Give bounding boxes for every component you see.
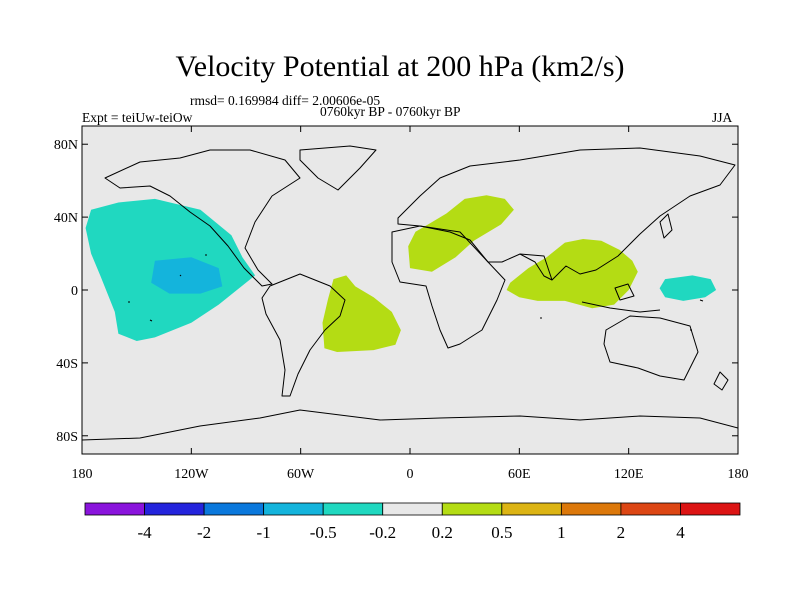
y-tick-label: 80N — [54, 138, 78, 153]
colorbar-box — [144, 502, 205, 516]
coast-islands — [128, 254, 704, 331]
anomaly-region-indian-ocean-asia — [506, 239, 638, 309]
coastlines — [82, 145, 738, 441]
colorbar-box — [322, 502, 384, 516]
colorbar-label: -0.5 — [310, 523, 337, 542]
season-label: JJA — [712, 110, 733, 125]
plot-title: Velocity Potential at 200 hPa (km2/s) — [175, 50, 625, 83]
colorbar-box — [501, 502, 562, 516]
coast-greenland — [299, 145, 377, 191]
coast-indonesia — [581, 301, 661, 313]
anomaly-region-western-pacific — [659, 275, 717, 301]
colorbar-label: 4 — [676, 523, 685, 542]
coast-india — [519, 253, 553, 281]
coast-japan — [659, 213, 673, 239]
x-tick-label: 120E — [614, 467, 644, 482]
period-label: 0760kyr BP - 0760kyr BP — [320, 104, 461, 119]
axis-ticks — [81, 126, 739, 454]
colorbar-label: 1 — [557, 523, 566, 542]
coast-borneo — [614, 283, 635, 301]
stats-text: rmsd= 0.169984 diff= 2.00606e-05 — [190, 93, 381, 108]
anomaly-region-eastern-pacific-core — [151, 257, 223, 294]
colorbar-box — [203, 502, 265, 516]
y-tick-label: 40S — [56, 357, 78, 372]
y-tick-label: 80S — [56, 430, 78, 445]
colorbar-box — [84, 502, 145, 516]
x-tick-label: 120W — [174, 467, 209, 482]
experiment-label: Expt = teiUw-teiOw — [82, 110, 193, 125]
coast-africa — [391, 225, 506, 349]
colorbar-label: -1 — [257, 523, 271, 542]
y-tick-label: 0 — [71, 284, 78, 299]
x-tick-label: 60W — [287, 467, 315, 482]
x-tick-label: 60E — [508, 467, 531, 482]
anomaly-regions — [85, 195, 717, 352]
colorbar-box — [560, 502, 622, 516]
colorbar-box — [620, 502, 681, 516]
coast-new-zealand — [713, 371, 729, 391]
colorbar-label: -0.2 — [369, 523, 396, 542]
colorbar-box — [680, 502, 741, 516]
coast-north-america — [104, 149, 301, 287]
colorbar: -4 -2 -1 -0.5 -0.2 0.2 0.5 1 2 4 — [84, 502, 741, 542]
x-tick-label: 180 — [728, 467, 749, 482]
colorbar-label: 0.2 — [432, 523, 453, 542]
colorbar-box — [382, 502, 443, 516]
coast-eurasia — [397, 147, 736, 281]
x-tick-label: 180 — [72, 467, 93, 482]
colorbar-box — [441, 502, 503, 516]
colorbar-label: 0.5 — [491, 523, 512, 542]
anomaly-region-south-atlantic — [322, 275, 401, 352]
colorbar-box — [263, 502, 324, 516]
colorbar-label: 2 — [617, 523, 626, 542]
colorbar-label: -2 — [197, 523, 211, 542]
colorbar-label: -4 — [137, 523, 152, 542]
axis-tick-labels: 180 120W 60W 0 60E 120E 180 80N 40N 0 40S 80S — [54, 138, 749, 482]
x-tick-label: 0 — [407, 467, 414, 482]
coast-antarctica — [82, 409, 738, 441]
coast-australia — [603, 315, 699, 381]
y-tick-label: 40N — [54, 211, 78, 226]
coast-south-america — [261, 273, 346, 397]
